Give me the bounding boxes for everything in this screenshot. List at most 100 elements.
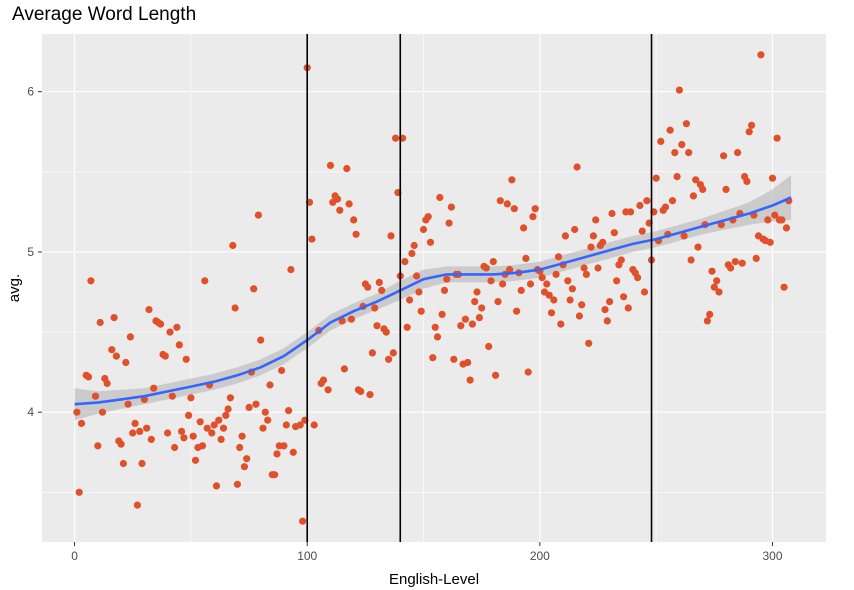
- data-point: [592, 216, 600, 224]
- data-point: [447, 203, 455, 211]
- data-point: [634, 274, 642, 282]
- data-point: [531, 205, 539, 213]
- data-point: [436, 193, 444, 202]
- data-point: [415, 288, 423, 296]
- x-axis-ticks: 0 100 200 300: [71, 542, 783, 563]
- data-point: [122, 358, 130, 367]
- data-point: [487, 277, 495, 285]
- data-point: [610, 229, 618, 237]
- data-point: [599, 238, 607, 246]
- data-point: [768, 174, 777, 182]
- data-point: [371, 304, 379, 312]
- data-point: [133, 501, 141, 509]
- data-point: [464, 358, 472, 367]
- data-point: [471, 298, 479, 306]
- data-point: [757, 51, 765, 59]
- data-point: [745, 128, 753, 136]
- data-point: [613, 277, 621, 285]
- data-point: [522, 254, 530, 262]
- data-point: [545, 291, 553, 299]
- data-point: [266, 381, 274, 389]
- data-point: [585, 339, 593, 347]
- data-point: [299, 517, 307, 525]
- data-point: [734, 149, 742, 157]
- data-point: [657, 137, 665, 145]
- data-point: [189, 432, 197, 440]
- data-point: [608, 209, 616, 218]
- data-point: [752, 254, 760, 262]
- data-point: [245, 403, 253, 411]
- data-point: [685, 149, 693, 157]
- data-point: [727, 264, 735, 272]
- data-point: [682, 120, 691, 128]
- data-point: [110, 314, 118, 322]
- data-point: [699, 185, 707, 193]
- data-point: [219, 424, 228, 432]
- y-axis-title: avg.: [6, 274, 23, 302]
- data-point: [280, 442, 288, 450]
- data-point: [547, 309, 556, 317]
- data-point: [587, 243, 595, 251]
- data-point: [743, 177, 751, 185]
- data-point: [766, 238, 774, 246]
- x-tick-label: 100: [297, 549, 317, 563]
- y-tick-label: 6: [27, 85, 34, 99]
- data-point: [473, 288, 481, 296]
- data-point: [578, 301, 586, 309]
- data-point: [417, 307, 425, 315]
- data-point: [233, 480, 241, 488]
- data-point: [108, 346, 116, 354]
- data-point: [689, 192, 698, 200]
- data-point: [289, 448, 297, 456]
- data-point: [550, 296, 558, 304]
- data-point: [506, 266, 514, 274]
- data-point: [694, 243, 702, 251]
- data-point: [526, 280, 535, 288]
- reference-lines: [306, 34, 653, 542]
- data-point: [450, 355, 458, 363]
- data-point: [240, 463, 248, 471]
- data-point: [575, 312, 584, 320]
- data-point: [771, 211, 779, 219]
- data-point: [720, 152, 728, 160]
- data-point: [336, 206, 344, 214]
- data-point: [382, 328, 390, 336]
- data-point: [98, 408, 107, 416]
- data-point: [617, 256, 625, 264]
- data-point: [692, 176, 700, 184]
- data-point: [131, 419, 139, 427]
- data-point: [510, 205, 518, 213]
- data-point: [347, 315, 355, 323]
- data-point: [112, 352, 120, 360]
- data-point: [231, 304, 239, 312]
- data-point: [178, 427, 186, 435]
- data-point: [217, 435, 225, 443]
- data-point: [103, 379, 111, 387]
- data-point: [350, 216, 358, 224]
- data-point: [171, 443, 179, 452]
- data-point: [378, 286, 386, 294]
- data-point: [254, 211, 262, 219]
- data-point: [257, 336, 265, 344]
- data-point: [643, 197, 651, 205]
- data-point: [661, 203, 670, 211]
- data-point: [543, 280, 551, 288]
- data-point: [485, 342, 493, 351]
- y-axis-ticks: 4 5 6: [27, 85, 42, 419]
- data-point: [229, 241, 237, 250]
- data-point: [445, 219, 453, 227]
- data-point: [150, 384, 158, 392]
- data-point: [738, 259, 746, 267]
- data-point: [389, 349, 397, 357]
- data-point: [403, 323, 411, 331]
- data-point: [489, 258, 497, 266]
- data-point: [147, 435, 155, 443]
- data-point: [687, 256, 695, 264]
- data-point: [238, 432, 246, 440]
- smooth-trend-line: [74, 196, 792, 406]
- data-point: [748, 121, 756, 129]
- data-point: [129, 429, 137, 437]
- data-point: [368, 349, 376, 357]
- data-point: [387, 232, 395, 240]
- data-point: [175, 341, 183, 349]
